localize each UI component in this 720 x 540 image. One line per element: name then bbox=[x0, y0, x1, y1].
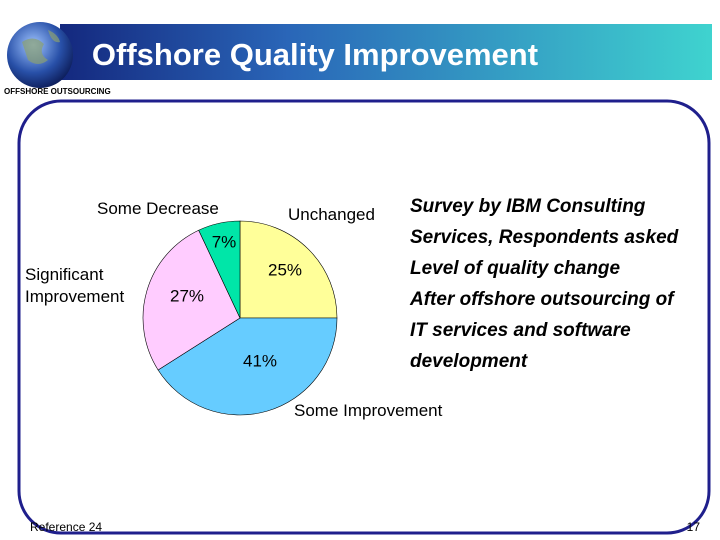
note-line: IT services and software bbox=[410, 320, 631, 341]
pie-chart: 25% 41% 27% 7% bbox=[142, 220, 338, 416]
pie-slice bbox=[157, 317, 338, 416]
slice-percent-label: 7% bbox=[212, 232, 237, 251]
slice-category-label: Unchanged bbox=[288, 205, 375, 224]
slice-percent-label: 25% bbox=[268, 260, 302, 279]
note-line: development bbox=[410, 351, 528, 372]
globe-land bbox=[22, 30, 60, 64]
pie-slice bbox=[239, 220, 338, 319]
note-line: Survey by IBM Consulting bbox=[410, 196, 646, 217]
slice-percent-label: 27% bbox=[170, 286, 204, 305]
slice-percent-label: 41% bbox=[243, 351, 277, 370]
note-block: Survey by IBM Consulting Services, Respon… bbox=[409, 196, 679, 372]
subtitle: OFFSHORE OUTSOURCING bbox=[4, 87, 111, 96]
slice-category-label: Some Improvement bbox=[294, 401, 443, 420]
content-frame bbox=[17, 99, 711, 535]
title: Offshore Quality Improvement bbox=[92, 37, 538, 72]
note-line: After offshore outsourcing of bbox=[409, 289, 675, 310]
slice-category-label: Some Decrease bbox=[97, 199, 219, 218]
page-number: 17 bbox=[687, 520, 701, 534]
pie-slice bbox=[198, 220, 241, 319]
slice-category-label: Significant Improvement bbox=[25, 265, 125, 306]
header-band bbox=[60, 24, 712, 80]
note-line: Services, Respondents asked bbox=[410, 227, 679, 248]
footer-reference: Reference 24 bbox=[30, 520, 102, 534]
note-line: Level of quality change bbox=[410, 258, 621, 279]
pie-slice bbox=[142, 229, 241, 371]
